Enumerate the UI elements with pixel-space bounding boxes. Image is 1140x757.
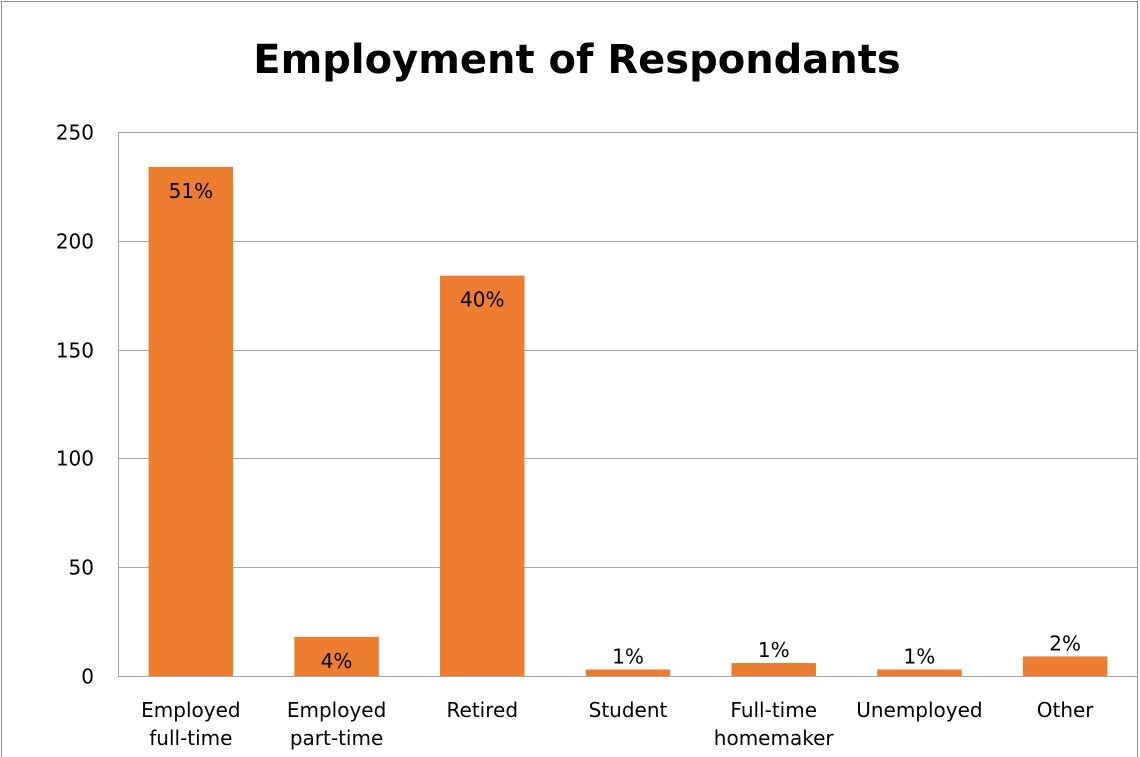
data-label: 40% — [460, 288, 504, 312]
data-label: 2% — [1049, 631, 1081, 655]
y-tick-label: 250 — [56, 121, 94, 145]
x-category-label-line: Other — [1037, 698, 1095, 722]
x-axis-categories: Employed full-time Employed part-time Retire… — [141, 698, 1094, 750]
bar — [877, 669, 962, 676]
x-category-label-line: Employed — [287, 698, 386, 722]
bar — [294, 636, 379, 676]
data-labels: 51% 4% 40% 1% 1% 1% 2% — [169, 179, 1081, 673]
data-label: 1% — [612, 644, 644, 668]
data-label: 1% — [904, 644, 936, 668]
x-category-label: Other — [1037, 698, 1095, 722]
x-category-label: Employed part-time — [287, 698, 386, 750]
bar — [440, 275, 525, 676]
data-label: 1% — [758, 638, 790, 662]
y-tick-label: 100 — [56, 447, 94, 471]
x-category-label-line: part-time — [290, 726, 383, 750]
bar — [731, 662, 816, 676]
x-category-label-line: Full-time — [730, 698, 817, 722]
x-category-label: Employed full-time — [141, 698, 240, 750]
x-category-label: Full-time homemaker — [714, 698, 835, 750]
data-label: 4% — [321, 649, 353, 673]
chart-title: Employment of Respondants — [253, 37, 900, 83]
y-tick-label: 0 — [81, 665, 94, 689]
x-category-label: Unemployed — [856, 698, 982, 722]
y-tick-label: 150 — [56, 339, 94, 363]
bar — [1022, 656, 1108, 676]
y-tick-label: 50 — [69, 556, 94, 580]
bar — [585, 669, 671, 676]
x-category-label: Student — [589, 698, 668, 722]
bars — [148, 166, 1108, 677]
y-tick-label: 200 — [56, 230, 94, 254]
gridlines — [118, 132, 1138, 677]
x-category-label-line: homemaker — [714, 726, 835, 750]
x-category-label-line: Employed — [141, 698, 240, 722]
x-category-label-line: Student — [589, 698, 668, 722]
bar — [148, 166, 234, 677]
x-category-label-line: Retired — [447, 698, 518, 722]
y-axis-ticks: 0 50 100 150 200 250 — [56, 121, 94, 689]
data-label: 51% — [169, 179, 213, 203]
x-category-label: Retired — [447, 698, 518, 722]
x-category-label-line: full-time — [149, 726, 232, 750]
x-category-label-line: Unemployed — [856, 698, 982, 722]
